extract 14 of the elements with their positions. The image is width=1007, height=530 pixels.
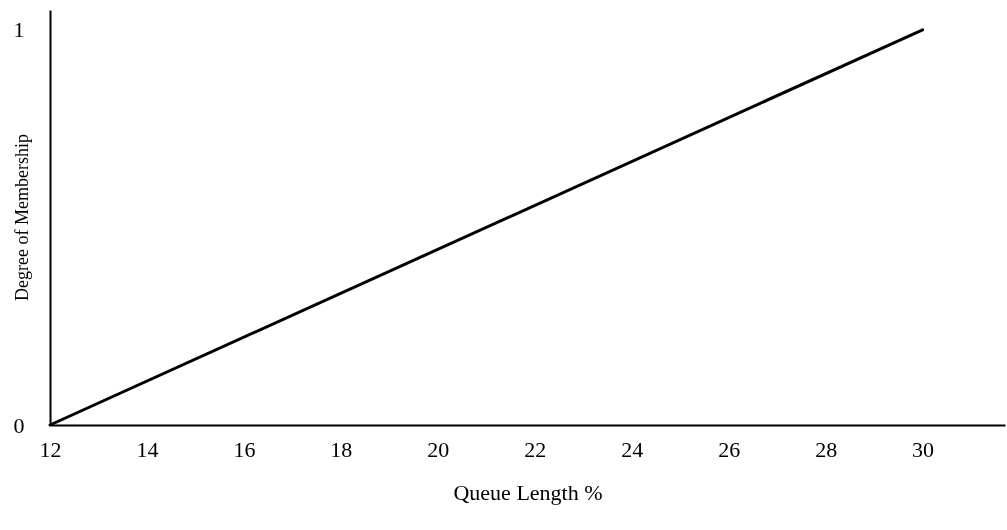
- x-tick-label: 24: [621, 436, 644, 462]
- y-tick-label: 0: [13, 412, 25, 438]
- x-tick-label: 22: [524, 436, 547, 462]
- x-tick-label: 30: [912, 436, 935, 462]
- x-tick-label: 20: [427, 436, 450, 462]
- x-axis-title: Queue Length %: [453, 479, 603, 505]
- x-tick-label: 16: [233, 436, 256, 462]
- x-tick-label: 18: [330, 436, 353, 462]
- y-tick-label: 1: [13, 17, 25, 43]
- x-tick-label: 28: [815, 436, 838, 462]
- x-tick-label: 12: [39, 436, 62, 462]
- y-axis-title: Degree of Membership: [11, 134, 32, 301]
- x-tick-label: 14: [136, 436, 159, 462]
- x-tick-label: 26: [718, 436, 741, 462]
